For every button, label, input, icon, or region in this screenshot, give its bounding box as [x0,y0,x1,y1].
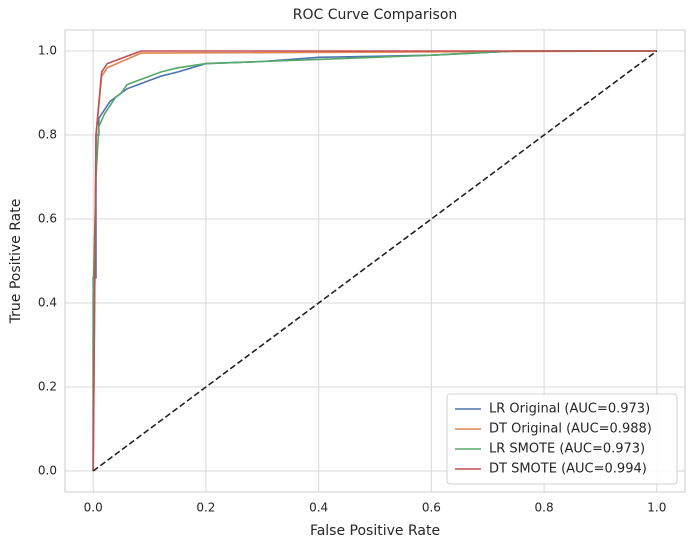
legend-label: DT SMOTE (AUC=0.994) [489,462,647,477]
y-tick-label: 0.6 [38,212,57,226]
y-tick-label: 0.8 [38,128,57,142]
roc-line [92,50,657,471]
x-tick-label: 0.8 [535,501,554,515]
reference-line [92,50,658,472]
y-axis-label: True Positive Rate [8,199,24,325]
y-tick-label: 0.0 [38,464,57,478]
y-tick-label: 0.4 [38,296,57,310]
x-tick-label: 0.4 [309,501,328,515]
legend-label: LR SMOTE (AUC=0.973) [489,442,645,457]
x-tick-label: 0.2 [196,501,215,515]
y-tick-label: 0.2 [38,380,57,394]
y-tick-label: 1.0 [38,44,57,58]
roc-line [92,50,657,471]
legend: LR Original (AUC=0.973) DT Original (AUC=… [446,393,678,485]
chart-title: ROC Curve Comparison [293,7,458,23]
plot-lines [92,50,658,472]
roc-line [92,50,657,472]
x-tick-label: 1.0 [647,501,666,515]
legend-label: LR Original (AUC=0.973) [489,402,650,417]
x-tick-label: 0.0 [84,501,103,515]
legend-box [446,393,678,485]
legend-label: DT Original (AUC=0.988) [489,422,652,437]
x-tick-label: 0.6 [422,501,441,515]
x-axis-label: False Positive Rate [310,523,440,539]
plot-frame [64,29,686,493]
